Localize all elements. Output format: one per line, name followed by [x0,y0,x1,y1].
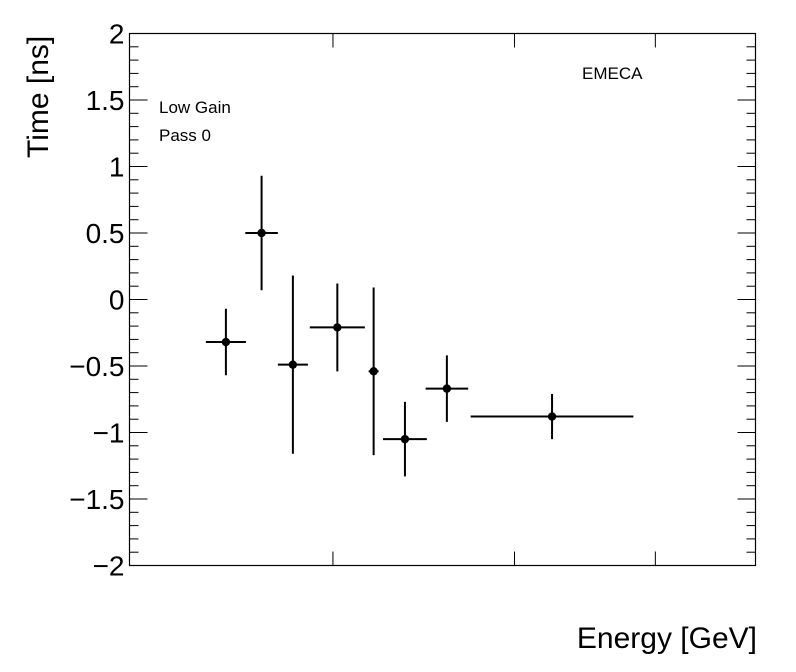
data-series [205,175,634,477]
data-point [288,360,298,369]
gain-label: Low Gain [159,98,231,117]
data-point [547,412,557,421]
y-axis-title: Time [ns] [22,36,55,158]
y-axis-minor-ticks-right [746,46,756,553]
pass-label: Pass 0 [159,126,211,145]
y-tick-label: 1.5 [86,85,125,116]
data-point [221,337,231,347]
y-tick-label: 2 [109,19,125,50]
y-tick-label: −2 [93,551,125,582]
y-axis-minor-ticks-left [129,46,139,553]
data-point [442,384,452,393]
y-tick-label: −1.5 [69,484,124,515]
y-tick-label: 0.5 [86,218,125,249]
x-axis-title: Energy [GeV] [577,622,757,655]
y-tick-label: 1 [109,152,125,183]
y-tick-label: 0 [109,285,125,316]
y-tick-label: −1 [93,418,125,449]
y-tick-label: −0.5 [69,351,124,382]
data-point [400,434,410,444]
data-point [369,367,378,376]
x-axis [332,33,656,566]
detector-label: EMECA [582,64,643,83]
y-axis: 2 1.5 1 0.5 0 −0.5 −1 −1.5 −2 [69,19,756,582]
data-point [333,323,342,332]
data-point [257,228,266,238]
